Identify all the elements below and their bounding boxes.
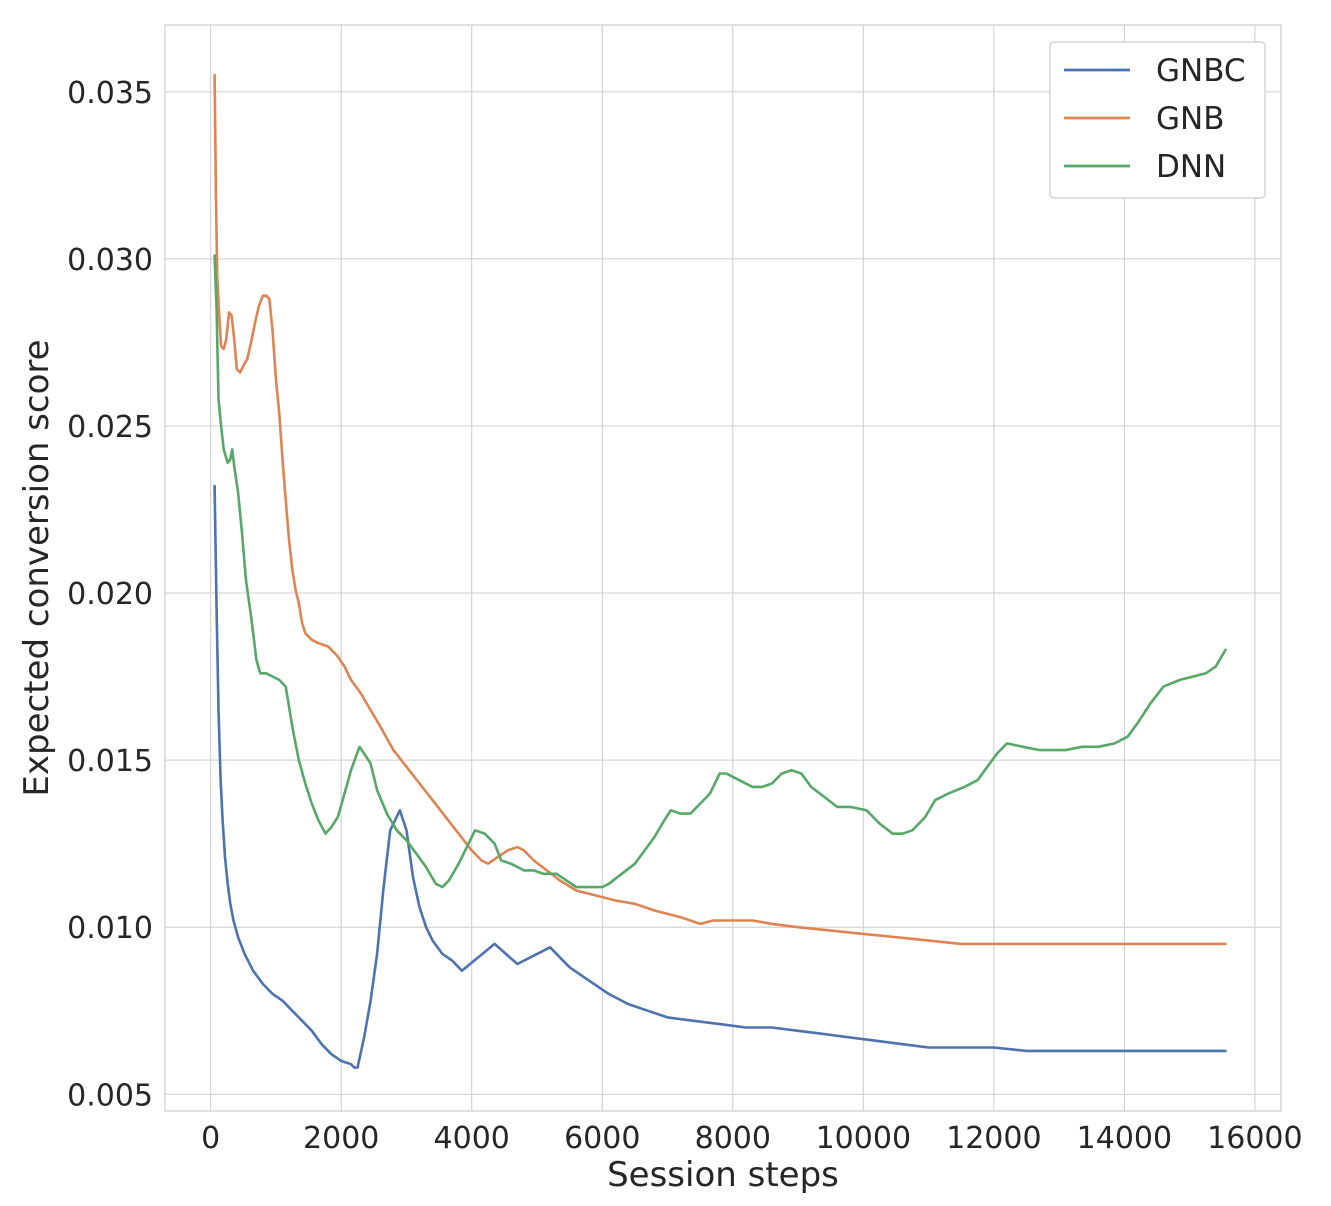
legend-label-gnbc: GNBC	[1156, 53, 1246, 89]
y-tick-label: 0.035	[67, 76, 153, 111]
legend: GNBC GNB DNN	[1049, 41, 1266, 199]
x-tick-label: 14000	[1077, 1121, 1172, 1156]
series-group	[213, 73, 1227, 1069]
legend-label-gnb: GNB	[1156, 101, 1224, 137]
y-tick-label: 0.020	[67, 577, 153, 612]
x-tick-label: 6000	[564, 1121, 640, 1156]
plot-background	[165, 25, 1281, 1111]
x-tick-label: 2000	[303, 1121, 379, 1156]
legend-box	[1049, 41, 1266, 199]
plot-frame	[164, 24, 1282, 1112]
x-tick-label: 16000	[1207, 1121, 1302, 1156]
series-line-gnb	[213, 73, 1227, 946]
y-tick-label: 0.015	[67, 744, 153, 779]
y-tick-label: 0.025	[67, 410, 153, 445]
legend-label-dnn: DNN	[1156, 149, 1226, 185]
x-tick-label: 10000	[816, 1121, 911, 1156]
y-tick-label: 0.005	[67, 1078, 153, 1113]
x-tick-label: 8000	[695, 1121, 771, 1156]
y-tick-labels: 0.005 0.010 0.015 0.020 0.025 0.030 0.035	[67, 76, 153, 1113]
x-tick-label: 12000	[946, 1121, 1041, 1156]
series-line-dnn	[213, 254, 1227, 889]
x-axis-label: Session steps	[607, 1155, 839, 1195]
y-tick-label: 0.030	[67, 243, 153, 278]
grid	[165, 25, 1281, 1111]
y-axis-label: Expected conversion score	[17, 339, 57, 796]
series-line-gnbc	[213, 484, 1227, 1069]
x-tick-label: 4000	[434, 1121, 510, 1156]
x-tick-labels: 0 2000 4000 6000 8000 10000 12000 14000 16000	[201, 1121, 1302, 1156]
y-tick-label: 0.010	[67, 911, 153, 946]
x-tick-label: 0	[201, 1121, 220, 1156]
